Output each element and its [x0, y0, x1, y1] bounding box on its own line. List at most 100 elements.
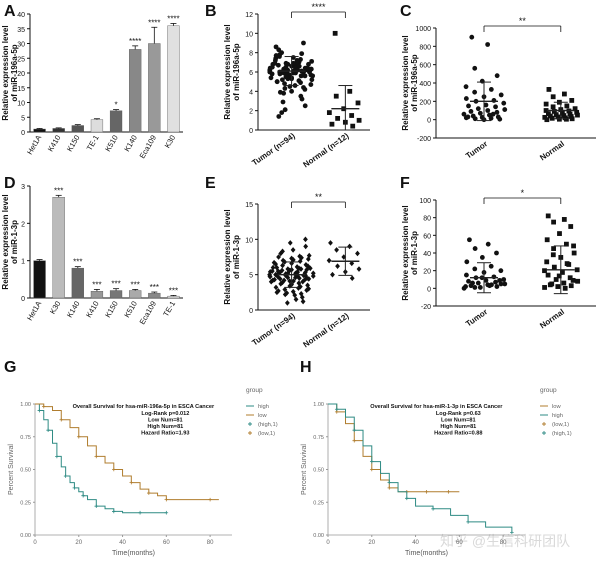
data-point [494, 250, 499, 256]
stat-label: High Num=81 [440, 424, 476, 430]
bar [129, 290, 142, 299]
data-point [551, 246, 556, 251]
y-tick-label: 25 [17, 56, 25, 63]
censor-mark [164, 497, 169, 502]
bar [109, 110, 123, 133]
y-axis-title: of miR-196a-5p [410, 54, 419, 111]
data-point [289, 255, 294, 262]
data-point [282, 291, 288, 298]
panel-label-d: D [4, 175, 16, 192]
data-point [285, 61, 291, 67]
data-point [468, 109, 474, 114]
data-point [355, 250, 360, 257]
significance-label: * [521, 188, 525, 198]
bar [167, 25, 180, 133]
censor-mark [94, 504, 99, 508]
data-point [278, 281, 284, 287]
panel-label-g: G [4, 359, 16, 376]
data-point [350, 123, 356, 129]
data-point [550, 252, 556, 258]
data-point [291, 60, 296, 66]
data-point [549, 281, 555, 287]
data-point [272, 276, 277, 283]
censor-mark [72, 486, 77, 490]
legend-label: high [258, 404, 269, 410]
data-point [274, 289, 280, 296]
data-point [298, 290, 304, 297]
data-point [543, 101, 549, 107]
group-label: Tumor [464, 139, 489, 160]
data-point [472, 246, 478, 251]
y-tick-label: 1 [21, 259, 25, 266]
data-point [275, 288, 281, 294]
data-point [306, 286, 312, 292]
data-point [472, 116, 478, 122]
data-point [284, 300, 290, 306]
data-point [543, 108, 549, 113]
category-label: K30 [48, 300, 62, 316]
y-tick-label: 35 [17, 27, 25, 34]
x-tick-label: 40 [119, 540, 126, 546]
legend-marker [248, 431, 252, 435]
y-tick-label: 20 [423, 269, 431, 276]
y-tick-label: 30 [17, 42, 25, 49]
data-point [467, 237, 472, 243]
censor-mark [55, 454, 59, 459]
bar [129, 49, 142, 133]
y-tick-label: 12 [245, 12, 253, 19]
y-tick-label: 20 [17, 71, 25, 78]
data-point [330, 271, 335, 278]
data-point [569, 98, 575, 103]
y-tick-label: 10 [245, 237, 253, 244]
y-tick-label: 5 [21, 115, 25, 122]
stat-label: High Num=81 [147, 424, 183, 430]
censor-mark [76, 434, 81, 439]
y-tick-label: 10 [17, 101, 25, 108]
data-point [306, 61, 311, 67]
legend-title: group [246, 387, 263, 394]
censor-mark [352, 438, 357, 443]
panel-label-h: H [300, 359, 312, 376]
data-point [271, 259, 277, 266]
data-point [570, 277, 576, 283]
data-point [564, 261, 570, 266]
data-point [475, 280, 481, 286]
group-label: Tumor (n=94) [250, 311, 297, 347]
data-point [550, 104, 556, 110]
data-point [305, 256, 311, 262]
significance-label: *** [54, 186, 63, 195]
data-point [479, 255, 485, 260]
y-tick-label: 6 [249, 70, 253, 77]
data-point [544, 117, 550, 123]
data-point [564, 241, 569, 247]
data-point [551, 219, 556, 225]
category-label: K510 [122, 300, 139, 320]
significance-label: *** [131, 280, 140, 289]
y-tick-label: 0.75 [313, 435, 324, 441]
data-point [542, 268, 547, 274]
data-point [294, 264, 300, 270]
y-tick-label: 15 [245, 202, 253, 209]
stat-label: Log-Rank p=0.012 [141, 411, 189, 417]
group-label: Tumor [464, 307, 489, 328]
y-axis-title: of miR-1-3p [10, 220, 19, 264]
data-point [308, 72, 314, 78]
data-point [303, 261, 309, 268]
y-axis-title: of miR-196a-5p [10, 44, 19, 101]
watermark: 知乎 @生信科研团队 [440, 533, 570, 549]
data-point [301, 40, 306, 46]
x-tick-label: 20 [368, 540, 375, 546]
data-point [289, 88, 294, 94]
legend-label: (low,1) [552, 422, 569, 428]
y-tick-label: -200 [417, 136, 431, 143]
data-point [297, 258, 303, 265]
data-point [490, 111, 496, 117]
data-point [567, 275, 573, 281]
data-point [310, 273, 316, 279]
bar [71, 267, 84, 299]
category-label: K510 [103, 134, 120, 154]
censor-mark [37, 408, 42, 413]
censor-mark [129, 480, 134, 485]
censor-mark [63, 474, 68, 478]
legend-label: (high,1) [258, 422, 278, 428]
